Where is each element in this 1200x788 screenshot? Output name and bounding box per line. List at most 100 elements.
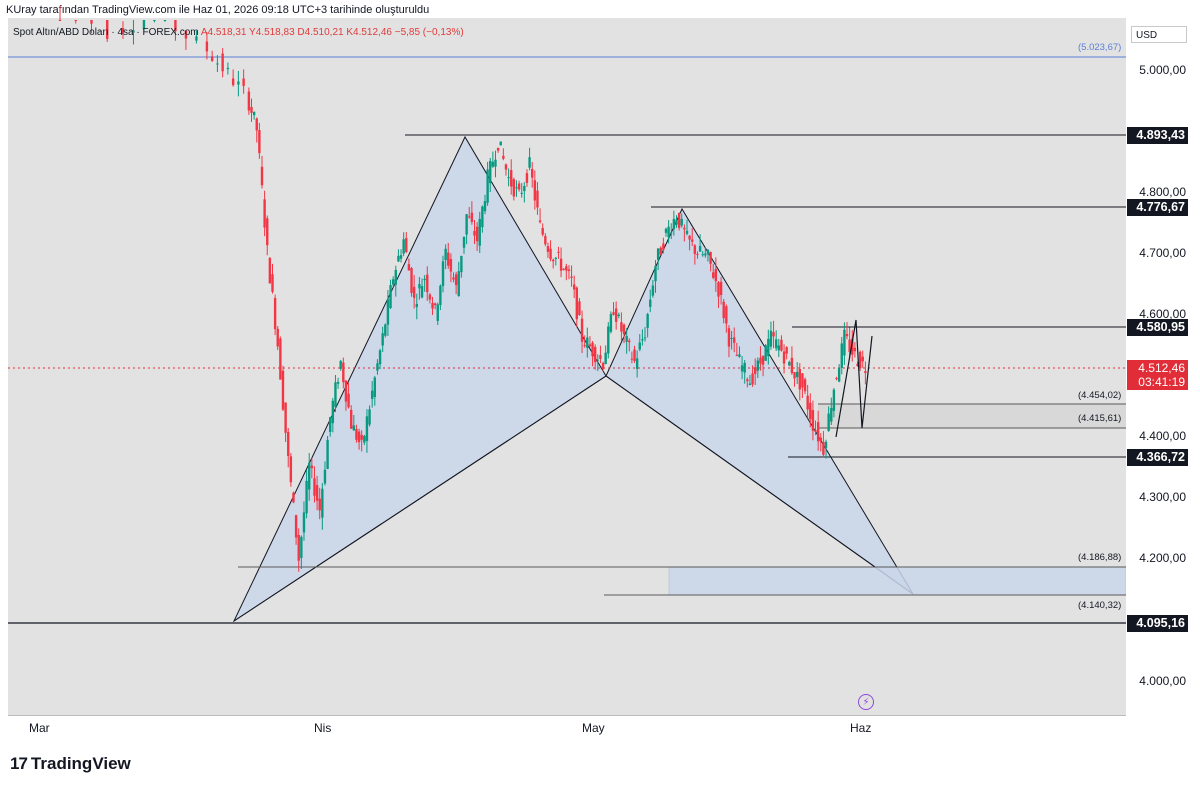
pattern-xb-leg[interactable] [233, 375, 607, 622]
candle-body-106 [473, 231, 476, 236]
candle-body-138 [557, 251, 560, 253]
projection-zigzag[interactable] [835, 319, 873, 438]
candle-body-163 [622, 324, 626, 335]
candle-body-194 [704, 253, 707, 256]
tradingview-brand[interactable]: 17 TradingView [10, 754, 131, 774]
candle-body-156 [604, 352, 607, 365]
grey-zone[interactable] [818, 404, 1126, 428]
candle-body-10 [184, 30, 188, 39]
candle-body-227 [790, 357, 794, 374]
date-label: Nis [314, 721, 332, 735]
candle-body-6 [142, 20, 146, 29]
candle-body-96 [447, 252, 450, 266]
candle-body-231 [801, 373, 804, 388]
candle-body-213 [753, 367, 757, 374]
candle-body-66 [368, 409, 371, 425]
legend-symbol: Spot Altın/ABD Doları · 4sa · FOREX.com [13, 27, 199, 38]
candle-body-107 [475, 226, 479, 242]
candle-body-142 [567, 269, 571, 272]
candle-body-61 [355, 428, 358, 440]
candle-body-1 [74, 20, 77, 21]
tradingview-logo: 17 [10, 754, 28, 773]
candle-body-33 [281, 370, 285, 410]
candle-body-115 [496, 147, 500, 151]
level-badge-4095: 4.095,16 [1127, 615, 1188, 632]
level-label-4415: (4.415,61) [1078, 413, 1122, 424]
candle-body-245 [837, 367, 841, 382]
candle-body-28 [268, 257, 272, 284]
candle-body-35 [287, 432, 290, 456]
candle-body-26 [263, 199, 266, 228]
candle-body-39 [297, 534, 300, 561]
candle-body-77 [397, 255, 400, 262]
level-badge-4893: 4.893,43 [1127, 127, 1188, 144]
candle-body-23 [255, 118, 258, 131]
candle-body-250 [851, 338, 854, 355]
candle-body-127 [528, 157, 531, 168]
candle-body-25 [260, 166, 264, 186]
candle-body-113 [491, 161, 495, 167]
candle-body-19 [242, 78, 245, 86]
candle-body-42 [305, 480, 308, 514]
pattern-xab-triangle[interactable] [232, 135, 607, 623]
candle-body-215 [759, 357, 762, 364]
candle-body-214 [756, 360, 760, 371]
candle-body-175 [654, 265, 657, 282]
candle-body-144 [572, 284, 576, 290]
prz-zone[interactable] [668, 566, 1127, 596]
candle-body-99 [454, 274, 458, 286]
candle-body-47 [318, 498, 321, 511]
candle-body-38 [294, 515, 298, 538]
candle-body-202 [725, 306, 728, 324]
candle-body-46 [315, 485, 319, 501]
candle-body-235 [811, 410, 815, 431]
candle-body-75 [391, 279, 395, 285]
candle-body-59 [349, 409, 353, 429]
candle-body-166 [630, 358, 634, 360]
candle-body-117 [502, 155, 505, 159]
pattern-bd-leg[interactable] [605, 375, 914, 595]
time-axis[interactable]: Mar Nis May Haz [8, 715, 1126, 741]
level-label-5023: (5.023,67) [1078, 42, 1122, 53]
price-tick: 5.000,00 [1139, 63, 1186, 77]
candle-body-249 [848, 339, 851, 353]
symbol-legend[interactable]: Spot Altın/ABD Doları · 4sa · FOREX.com … [13, 27, 464, 38]
candle-body-218 [767, 338, 770, 357]
candle-body-87 [423, 278, 426, 281]
price-tick: 4.700,00 [1139, 246, 1186, 260]
candle-body-237 [816, 422, 820, 442]
candle-body-178 [662, 243, 665, 250]
candle-body-104 [468, 216, 471, 218]
candle-body-225 [785, 347, 788, 354]
candle-body-140 [562, 268, 565, 270]
candle-body-119 [507, 177, 510, 179]
candle-body-159 [612, 312, 615, 315]
candle-body-90 [431, 302, 434, 309]
candle-body-223 [780, 339, 783, 351]
candle-body-255 [864, 371, 867, 374]
candle-body-191 [696, 253, 699, 255]
lightning-icon[interactable]: ⚡ [858, 694, 874, 710]
candle-body-188 [688, 235, 691, 240]
candle-body-27 [266, 218, 269, 246]
candle-body-232 [803, 379, 807, 392]
candle-body-136 [551, 259, 555, 262]
candle-body-244 [835, 378, 838, 380]
candle-body-183 [675, 219, 678, 225]
pattern-bcd-triangle[interactable] [605, 207, 914, 595]
candle-body-192 [698, 245, 702, 252]
candle-body-239 [822, 441, 825, 455]
candle-body-29 [271, 274, 274, 292]
candle-body-252 [856, 363, 859, 367]
price-tick: 4.200,00 [1139, 551, 1186, 565]
candle-body-180 [667, 226, 670, 238]
candle-body-149 [586, 337, 589, 348]
candle-body-234 [809, 402, 812, 420]
candle-body-179 [664, 228, 668, 233]
candle-body-31 [276, 328, 279, 347]
candle-body-86 [420, 286, 424, 298]
currency-selector[interactable]: USD [1131, 26, 1187, 43]
candle-body-219 [769, 330, 773, 347]
candle-body-91 [433, 303, 437, 306]
